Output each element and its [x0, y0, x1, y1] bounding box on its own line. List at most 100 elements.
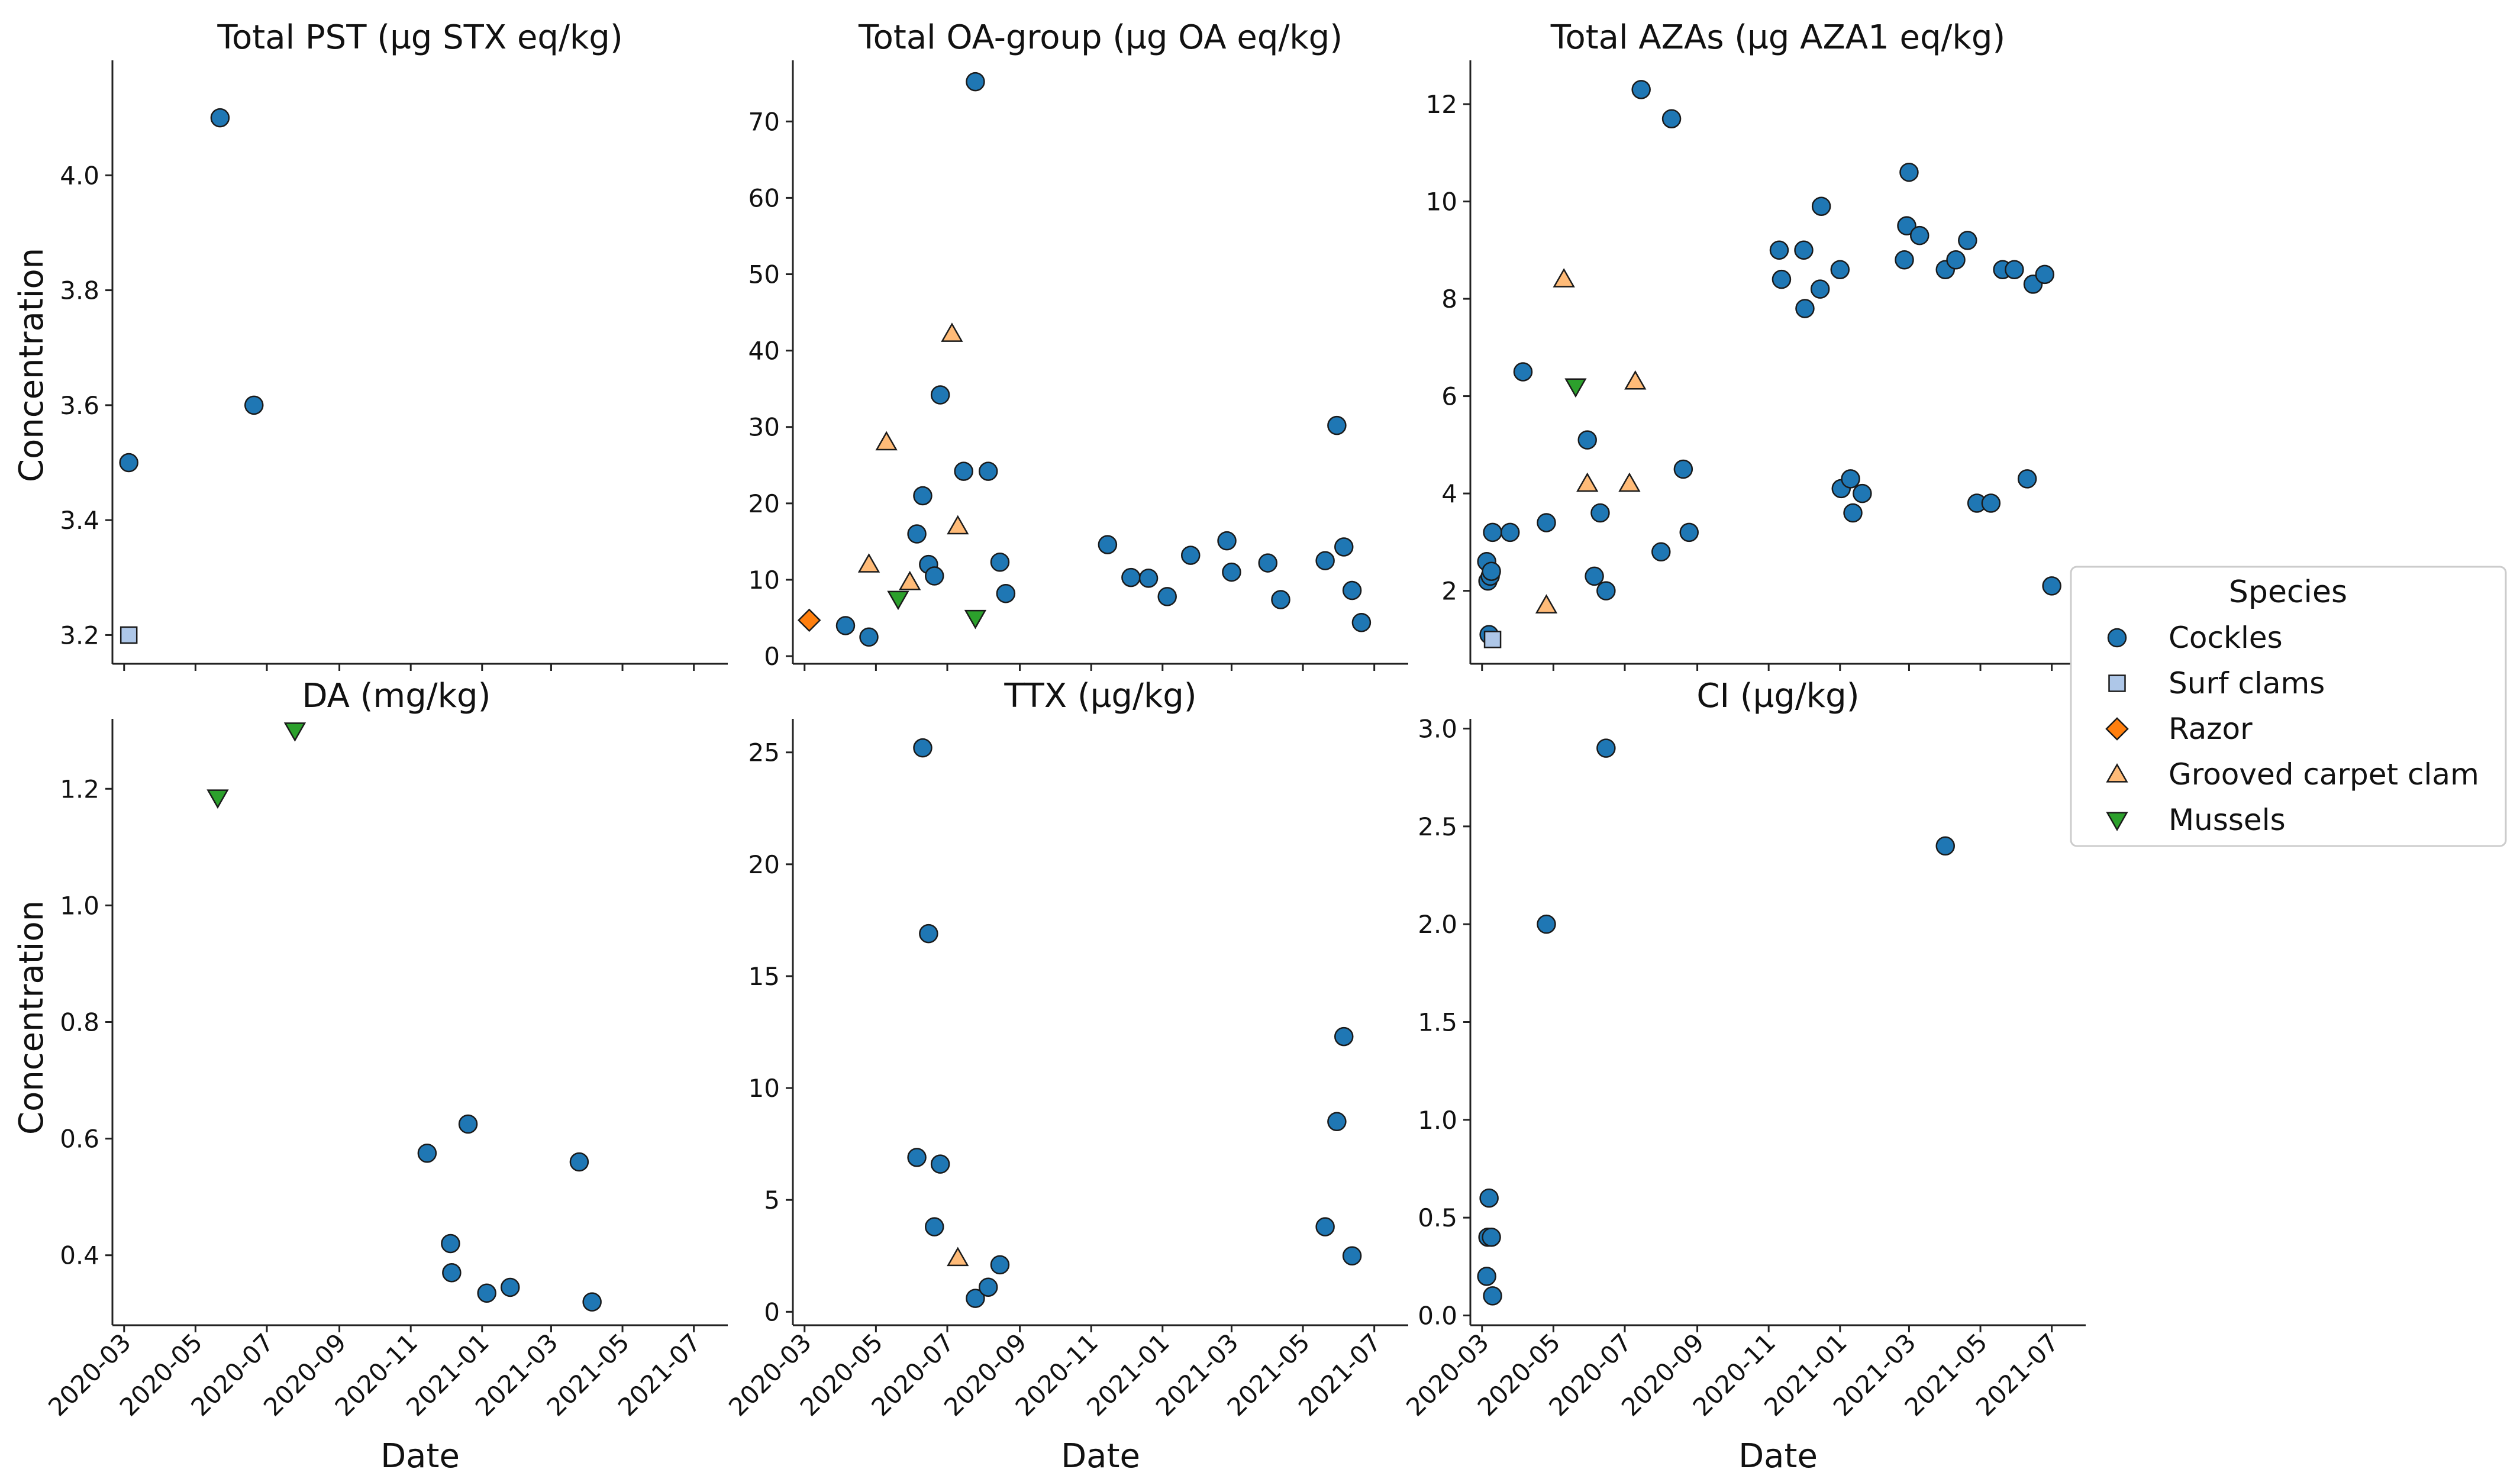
y-tick-label: 0.0 [1418, 1301, 1457, 1330]
y-tick-label: 20 [748, 850, 780, 879]
point-cockles [1479, 1188, 1499, 1208]
point-cockles [1661, 109, 1682, 128]
y-tick-label: 6 [1441, 382, 1457, 411]
point-grooved-carpet-clam [1624, 370, 1647, 390]
point-mussels [964, 609, 987, 629]
point-cockles [1334, 1026, 1354, 1047]
points-group [119, 108, 264, 644]
panel-total-pst: Total PST (µg STX eq/kg) Concentration 3… [12, 18, 728, 671]
point-cockles [966, 72, 985, 92]
legend-marker-surf-clams [2108, 674, 2126, 692]
point-cockles [930, 1154, 950, 1174]
point-cockles [1909, 225, 1929, 246]
legend-marker-cockles [2107, 628, 2127, 648]
point-cockles [1217, 531, 1237, 551]
point-cockles [966, 1289, 985, 1308]
point-cockles [1843, 503, 1863, 523]
point-cockles [2005, 260, 2024, 279]
point-cockles [1841, 469, 1860, 489]
y-tick-label: 50 [748, 260, 780, 289]
panel-title: CI (µg/kg) [1696, 677, 1859, 715]
point-cockles [1830, 260, 1850, 279]
point-cockles [1651, 542, 1671, 562]
point-cockles [919, 924, 938, 944]
y-axis-label: Concentration [12, 900, 51, 1135]
point-mussels [206, 789, 229, 809]
point-grooved-carpet-clam [1535, 594, 1558, 614]
point-cockles [1477, 1267, 1496, 1286]
y-tick-label: 10 [748, 566, 780, 595]
point-cockles [1935, 836, 1955, 856]
legend-marker-grooved-carpet-clam [2106, 763, 2128, 783]
point-cockles [1334, 537, 1354, 557]
point-cockles [2042, 576, 2061, 596]
point-grooved-carpet-clam [1553, 268, 1575, 288]
point-cockles [1351, 613, 1372, 632]
legend-entries: Cockles Surf clams Razor Grooved carpet cla… [2105, 621, 2479, 837]
points-group [907, 738, 1362, 1308]
point-cockles [1315, 1217, 1335, 1236]
panel-total-azas: Total AZAs (µg AZA1 eq/kg) 2 4 6 8 10 12 [1426, 18, 2086, 671]
point-cockles [417, 1144, 437, 1163]
point-cockles [1138, 569, 1159, 588]
point-cockles [996, 583, 1016, 603]
panel-title: Total PST (µg STX eq/kg) [217, 18, 622, 57]
point-cockles [1795, 299, 1815, 318]
x-axis-label: Date [1061, 1437, 1140, 1475]
x-axis-label: Date [380, 1437, 460, 1475]
y-tick-label: 3.0 [1418, 715, 1457, 744]
y-tick-label: 12 [1426, 90, 1457, 119]
point-cockles [442, 1263, 462, 1283]
point-cockles [1596, 581, 1616, 600]
point-cockles [2035, 264, 2055, 285]
point-cockles [1271, 590, 1290, 609]
points-group [1477, 738, 1955, 1306]
point-cockles [924, 566, 944, 586]
point-cockles [1590, 503, 1610, 523]
point-cockles [500, 1277, 520, 1297]
point-cockles [1946, 250, 1966, 270]
point-cockles [1673, 459, 1693, 479]
y-tick-label: 40 [748, 337, 780, 366]
y-axis-label: Concentration [12, 248, 51, 482]
y-tick-label: 1.5 [1418, 1008, 1457, 1037]
y-tick-label: 70 [748, 107, 780, 136]
point-cockles [1342, 1246, 1362, 1265]
point-surf-clams [1483, 631, 1502, 648]
legend-label: Surf clams [2169, 666, 2325, 700]
point-cockles [119, 453, 138, 473]
y-tick-label: 3.8 [60, 276, 99, 305]
point-cockles [913, 486, 933, 506]
points-group [1477, 80, 2061, 648]
point-cockles [1500, 522, 1520, 543]
y-tick-label: 60 [748, 183, 780, 212]
point-cockles [1483, 522, 1502, 543]
point-cockles [978, 1277, 998, 1297]
point-cockles [1483, 1286, 1502, 1306]
point-cockles [924, 1217, 944, 1236]
point-grooved-carpet-clam [1618, 472, 1641, 492]
panel-title: Total AZAs (µg AZA1 eq/kg) [1550, 18, 2005, 57]
y-tick-label: 2 [1441, 577, 1457, 606]
legend-label: Mussels [2169, 803, 2286, 837]
y-tick-label: 15 [748, 962, 780, 991]
point-cockles [1315, 551, 1335, 570]
y-tick-label: 3.4 [60, 506, 99, 535]
point-cockles [978, 461, 998, 481]
point-cockles [1958, 231, 1977, 250]
point-grooved-carpet-clam [1576, 472, 1599, 492]
point-cockles [835, 616, 856, 635]
panel-total-oa-group: Total OA-group (µg OA eq/kg) 0 10 20 30 40 50… [748, 18, 1408, 671]
points-group [206, 722, 602, 1312]
y-tick-label: 1.0 [1418, 1106, 1457, 1135]
y-tick-label: 2.0 [1418, 910, 1457, 939]
point-cockles [244, 395, 264, 415]
y-tick-label: 0 [764, 1297, 780, 1326]
point-cockles [990, 553, 1010, 572]
point-grooved-carpet-clam [857, 553, 880, 573]
point-mussels [887, 590, 909, 611]
point-cockles [1853, 483, 1872, 503]
point-cockles [913, 738, 933, 758]
point-cockles [1631, 80, 1651, 99]
